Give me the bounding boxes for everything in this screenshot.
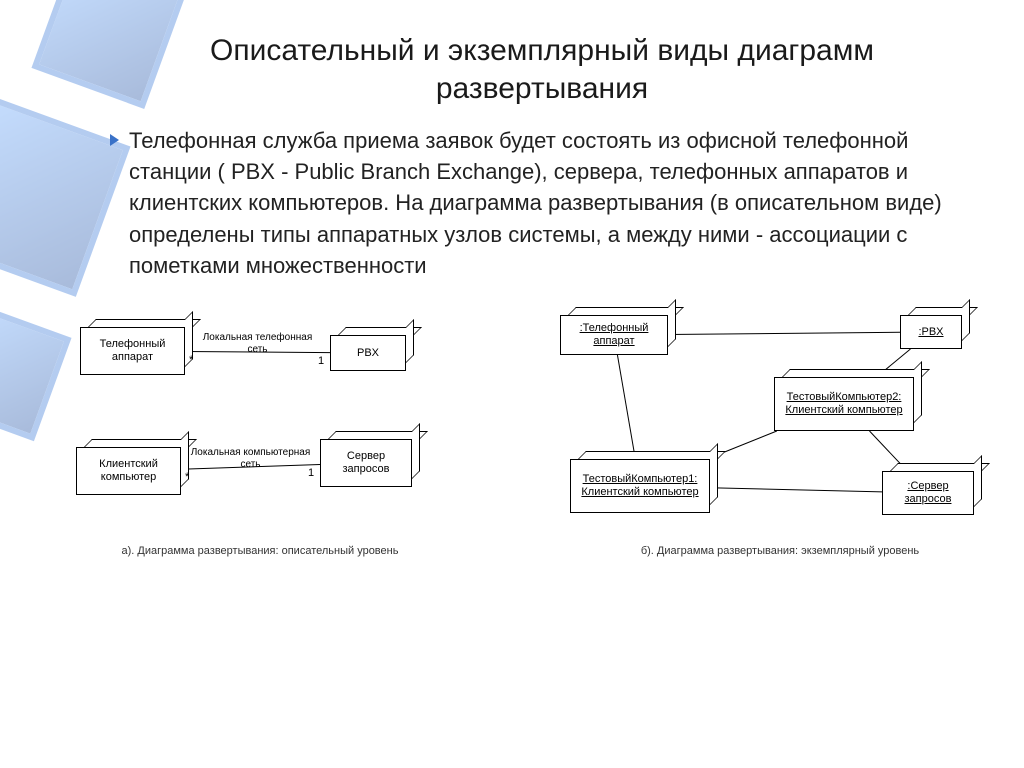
uml-node-b-server: :Сервер запросов bbox=[882, 471, 974, 515]
multiplicity: * bbox=[185, 471, 189, 483]
multiplicity: 1 bbox=[308, 467, 314, 479]
uml-node-a-client: Клиентский компьютер bbox=[76, 447, 181, 495]
bullet-item: Телефонная служба приема заявок будет со… bbox=[110, 125, 974, 281]
multiplicity: * bbox=[189, 354, 193, 366]
uml-node-a-server: Сервер запросов bbox=[320, 439, 412, 487]
edge-label: Локальная телефонная сеть bbox=[198, 332, 318, 355]
uml-node-b-pbx: :PBX bbox=[900, 315, 962, 349]
uml-node-b-phone: :Телефонный аппарат bbox=[560, 315, 668, 355]
multiplicity: 1 bbox=[318, 355, 324, 367]
slide-content: Описательный и экземплярный виды диаграм… bbox=[0, 0, 1024, 291]
uml-node-a-phone: Телефонный аппарат bbox=[80, 327, 185, 375]
uml-node-b-test1: ТестовыйКомпьютер1: Клиентский компьютер bbox=[570, 459, 710, 513]
bullet-icon bbox=[110, 134, 119, 146]
uml-node-a-pbx: PBX bbox=[330, 335, 406, 371]
bullet-text: Телефонная служба приема заявок будет со… bbox=[129, 125, 974, 281]
diagram-area: Телефонный аппарат PBX Клиентский компьюте… bbox=[0, 297, 1024, 677]
edge-label: Локальная компьютерная сеть bbox=[191, 447, 311, 470]
caption-b: б). Диаграмма развертывания: экземплярны… bbox=[610, 545, 950, 557]
caption-a: а). Диаграмма развертывания: описательны… bbox=[100, 545, 420, 557]
uml-node-b-test2: ТестовыйКомпьютер2: Клиентский компьютер bbox=[774, 377, 914, 431]
slide-title: Описательный и экземплярный виды диаграм… bbox=[110, 32, 974, 107]
